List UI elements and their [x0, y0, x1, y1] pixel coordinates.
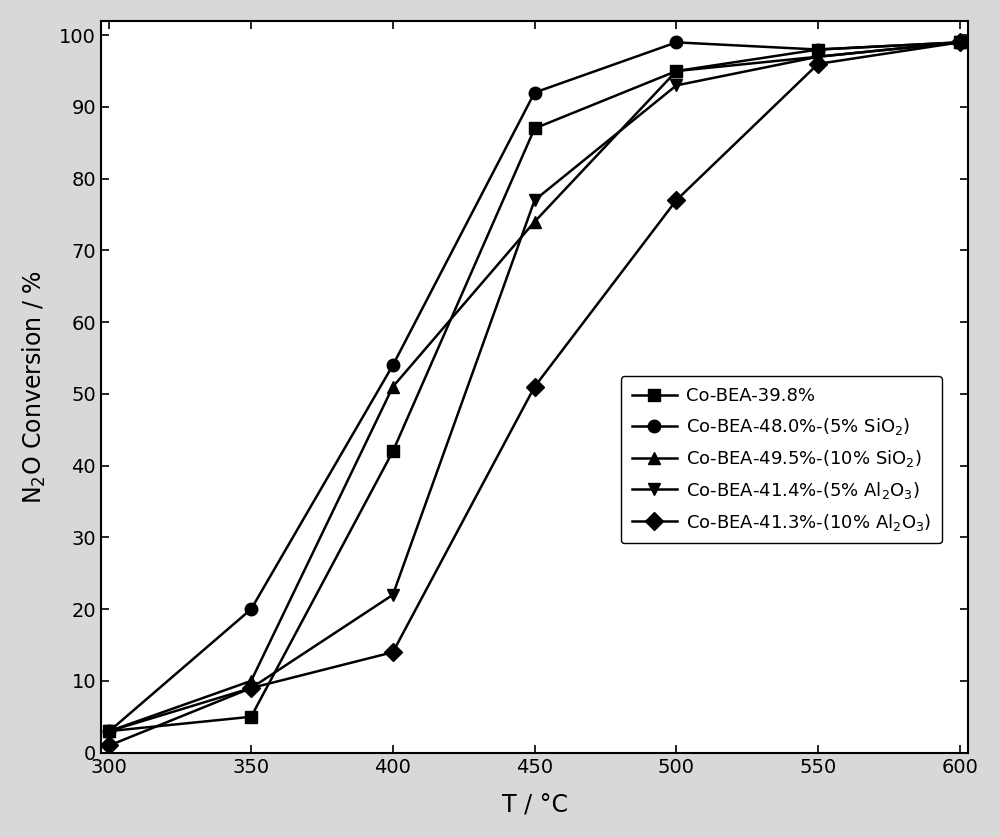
Co-BEA-41.4%-(5% Al$_2$O$_3$) — [103, 726, 115, 736]
Co-BEA-41.3%-(10% Al$_2$O$_3$) — [245, 683, 257, 693]
Co-BEA-48.0%-(5% SiO$_2$) — [529, 87, 541, 97]
Co-BEA-41.4%-(5% Al$_2$O$_3$) — [812, 52, 824, 62]
X-axis label: T / °C: T / °C — [502, 793, 568, 817]
Co-BEA-39.8% — [954, 38, 966, 48]
Co-BEA-49.5%-(10% SiO$_2$) — [245, 676, 257, 686]
Co-BEA-41.4%-(5% Al$_2$O$_3$) — [670, 80, 682, 91]
Co-BEA-41.3%-(10% Al$_2$O$_3$) — [954, 38, 966, 48]
Line: Co-BEA-48.0%-(5% SiO$_2$): Co-BEA-48.0%-(5% SiO$_2$) — [103, 36, 966, 737]
Co-BEA-41.3%-(10% Al$_2$O$_3$) — [812, 59, 824, 69]
Co-BEA-39.8% — [387, 447, 399, 457]
Co-BEA-41.4%-(5% Al$_2$O$_3$) — [529, 195, 541, 205]
Co-BEA-41.3%-(10% Al$_2$O$_3$) — [670, 195, 682, 205]
Co-BEA-41.3%-(10% Al$_2$O$_3$) — [387, 647, 399, 657]
Co-BEA-49.5%-(10% SiO$_2$) — [529, 217, 541, 227]
Co-BEA-48.0%-(5% SiO$_2$) — [387, 360, 399, 370]
Line: Co-BEA-41.3%-(10% Al$_2$O$_3$): Co-BEA-41.3%-(10% Al$_2$O$_3$) — [103, 36, 966, 752]
Line: Co-BEA-41.4%-(5% Al$_2$O$_3$): Co-BEA-41.4%-(5% Al$_2$O$_3$) — [103, 36, 966, 737]
Legend: Co-BEA-39.8%, Co-BEA-48.0%-(5% SiO$_2$), Co-BEA-49.5%-(10% SiO$_2$), Co-BEA-41.4: Co-BEA-39.8%, Co-BEA-48.0%-(5% SiO$_2$),… — [621, 376, 942, 543]
Co-BEA-48.0%-(5% SiO$_2$) — [812, 44, 824, 54]
Line: Co-BEA-49.5%-(10% SiO$_2$): Co-BEA-49.5%-(10% SiO$_2$) — [103, 36, 966, 737]
Co-BEA-48.0%-(5% SiO$_2$) — [103, 726, 115, 736]
Co-BEA-41.3%-(10% Al$_2$O$_3$) — [529, 381, 541, 391]
Co-BEA-48.0%-(5% SiO$_2$) — [954, 38, 966, 48]
Line: Co-BEA-39.8%: Co-BEA-39.8% — [103, 36, 966, 737]
Co-BEA-41.3%-(10% Al$_2$O$_3$) — [103, 741, 115, 751]
Co-BEA-39.8% — [103, 726, 115, 736]
Y-axis label: N$_2$O Conversion / %: N$_2$O Conversion / % — [21, 270, 48, 504]
Co-BEA-49.5%-(10% SiO$_2$) — [954, 38, 966, 48]
Co-BEA-39.8% — [245, 711, 257, 722]
Co-BEA-41.4%-(5% Al$_2$O$_3$) — [387, 590, 399, 600]
Co-BEA-49.5%-(10% SiO$_2$) — [812, 52, 824, 62]
Co-BEA-49.5%-(10% SiO$_2$) — [103, 726, 115, 736]
Co-BEA-41.4%-(5% Al$_2$O$_3$) — [954, 38, 966, 48]
Co-BEA-41.4%-(5% Al$_2$O$_3$) — [245, 683, 257, 693]
Co-BEA-49.5%-(10% SiO$_2$) — [670, 66, 682, 76]
Co-BEA-39.8% — [529, 123, 541, 133]
Co-BEA-49.5%-(10% SiO$_2$) — [387, 381, 399, 391]
Co-BEA-48.0%-(5% SiO$_2$) — [245, 604, 257, 614]
Co-BEA-48.0%-(5% SiO$_2$) — [670, 38, 682, 48]
Co-BEA-39.8% — [670, 66, 682, 76]
Co-BEA-39.8% — [812, 44, 824, 54]
